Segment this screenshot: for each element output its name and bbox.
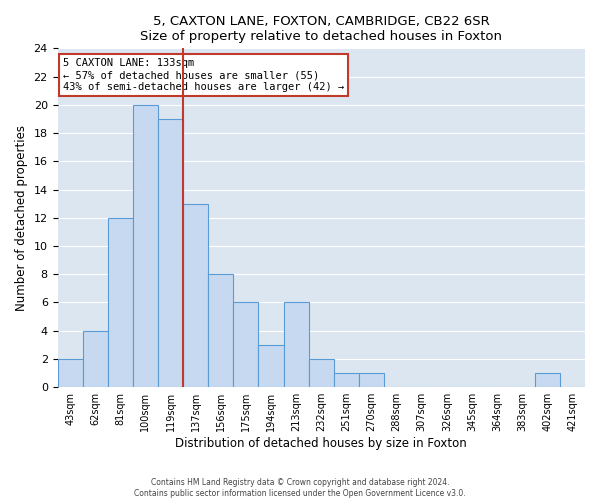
Bar: [334, 373, 359, 387]
Title: 5, CAXTON LANE, FOXTON, CAMBRIDGE, CB22 6SR
Size of property relative to detache: 5, CAXTON LANE, FOXTON, CAMBRIDGE, CB22 …: [140, 15, 502, 43]
Bar: [233, 302, 259, 387]
Bar: [83, 330, 108, 387]
Bar: [259, 345, 284, 387]
Text: 5 CAXTON LANE: 133sqm
← 57% of detached houses are smaller (55)
43% of semi-deta: 5 CAXTON LANE: 133sqm ← 57% of detached …: [63, 58, 344, 92]
X-axis label: Distribution of detached houses by size in Foxton: Distribution of detached houses by size …: [175, 437, 467, 450]
Bar: [133, 105, 158, 387]
Bar: [58, 359, 83, 387]
Bar: [535, 373, 560, 387]
Bar: [284, 302, 309, 387]
Bar: [309, 359, 334, 387]
Bar: [108, 218, 133, 387]
Bar: [158, 119, 183, 387]
Bar: [183, 204, 208, 387]
Y-axis label: Number of detached properties: Number of detached properties: [15, 125, 28, 311]
Bar: [359, 373, 384, 387]
Bar: [208, 274, 233, 387]
Text: Contains HM Land Registry data © Crown copyright and database right 2024.
Contai: Contains HM Land Registry data © Crown c…: [134, 478, 466, 498]
